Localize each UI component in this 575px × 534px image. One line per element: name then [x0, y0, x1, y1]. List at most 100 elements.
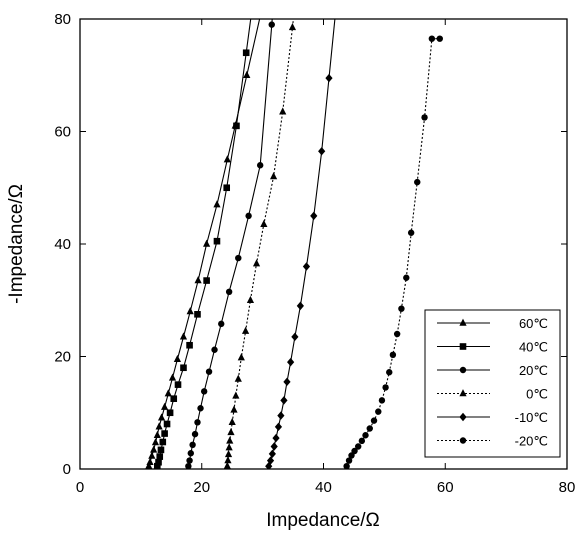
data-point [280, 396, 288, 405]
data-point [155, 458, 162, 466]
legend-item: 40℃ [437, 340, 548, 355]
data-point [242, 49, 250, 57]
data-point [296, 301, 304, 311]
axis-ticks: 0 20 40 60 80 0 20 40 60 80 [54, 11, 575, 496]
data-point [168, 373, 177, 381]
data-point [351, 447, 358, 455]
x-tick-label: 60 [437, 479, 454, 496]
series-1 [154, 19, 252, 469]
y-tick-label: 20 [54, 349, 71, 366]
data-point [194, 419, 201, 426]
data-point [164, 389, 172, 397]
data-point [345, 457, 353, 464]
data-point [186, 457, 193, 464]
data-point [358, 437, 366, 445]
data-point [170, 395, 178, 402]
data-point [156, 453, 164, 460]
data-point [268, 449, 276, 459]
legend-label: 0℃ [526, 387, 548, 402]
data-point [252, 259, 261, 267]
data-point [270, 442, 278, 451]
data-point [189, 441, 196, 449]
data-point [226, 436, 234, 444]
data-point [325, 73, 333, 83]
legend-marker [459, 437, 467, 444]
data-point [185, 462, 192, 469]
data-point [187, 450, 194, 457]
y-tick-label: 80 [54, 11, 71, 28]
legend-label: -10℃ [515, 410, 548, 425]
data-point [163, 420, 171, 428]
data-point [161, 402, 169, 410]
data-point [145, 461, 153, 469]
data-point [191, 430, 199, 438]
data-point [186, 307, 194, 315]
data-point [310, 211, 318, 221]
data-point [154, 462, 161, 469]
series-line [187, 19, 273, 467]
data-point [232, 391, 240, 399]
data-point [203, 277, 210, 284]
data-point [179, 332, 188, 340]
data-point [343, 462, 350, 469]
data-point [274, 422, 283, 432]
data-point [225, 443, 233, 451]
data-point [366, 425, 373, 432]
data-point [277, 411, 285, 420]
data-point [245, 212, 252, 220]
data-point [386, 369, 393, 376]
legend-marker [459, 318, 467, 326]
series-5 [343, 35, 443, 469]
x-tick-label: 20 [193, 479, 210, 496]
y-tick-label: 0 [63, 461, 71, 478]
legend-label: -20℃ [515, 434, 548, 449]
data-point [414, 178, 421, 186]
legend-marker [459, 343, 467, 350]
data-point [407, 229, 415, 236]
data-point [213, 200, 221, 208]
data-point [213, 237, 221, 245]
data-point [288, 23, 297, 31]
data-point [393, 330, 401, 338]
legend-label: 20℃ [519, 363, 548, 378]
data-point [428, 35, 436, 42]
series-0 [145, 19, 261, 469]
data-point [235, 254, 242, 262]
legend-item: -10℃ [437, 410, 548, 425]
legend-item: 0℃ [437, 387, 548, 402]
legend-marker [459, 366, 467, 374]
data-point [302, 262, 311, 271]
data-point [223, 155, 231, 163]
data-point [194, 311, 201, 318]
data-point [375, 408, 382, 415]
data-point [150, 445, 158, 453]
legend: 60℃ 40℃ 20℃ 0℃ -10℃ -20℃ [424, 309, 561, 458]
data-point [243, 70, 251, 78]
data-point [246, 295, 255, 303]
data-point [186, 341, 193, 349]
data-point [362, 432, 369, 439]
data-point [197, 405, 204, 412]
data-point [398, 305, 405, 312]
series-4 [265, 19, 336, 469]
data-point [224, 449, 233, 458]
y-tick-label: 60 [54, 124, 71, 141]
data-point [237, 353, 245, 361]
data-point [348, 452, 355, 459]
data-point [382, 384, 389, 391]
data-point [283, 377, 291, 387]
data-point [389, 351, 397, 359]
series-line [268, 19, 336, 467]
x-tick-label: 80 [559, 479, 575, 496]
data-point [234, 374, 242, 382]
data-point [287, 357, 295, 367]
data-point [354, 443, 362, 450]
data-point [233, 122, 240, 130]
series-2 [185, 19, 275, 469]
legend-item: 60℃ [437, 316, 548, 331]
data-point [230, 405, 238, 413]
data-point [157, 446, 165, 454]
legend-marker [459, 412, 467, 422]
data-point [218, 320, 225, 328]
